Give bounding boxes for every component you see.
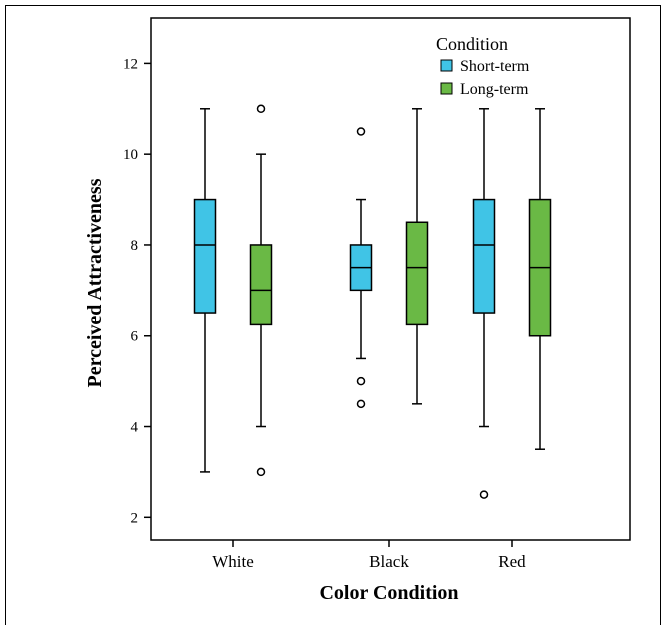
box bbox=[195, 200, 216, 313]
y-tick-label: 6 bbox=[131, 329, 139, 345]
legend: Condition Short-term Long-term bbox=[436, 34, 530, 98]
plot-border bbox=[151, 18, 630, 540]
y-tick-label: 2 bbox=[131, 510, 139, 526]
x-tick-label: Red bbox=[498, 552, 526, 571]
x-tick-label: White bbox=[212, 552, 254, 571]
y-tick-label: 8 bbox=[131, 238, 139, 254]
legend-label-long-term: Long-term bbox=[460, 81, 529, 98]
legend-title: Condition bbox=[436, 34, 508, 54]
box-group bbox=[251, 105, 272, 475]
box-group bbox=[351, 128, 372, 407]
legend-swatch-long-term bbox=[441, 83, 452, 94]
y-tick-label: 4 bbox=[131, 420, 139, 436]
x-tick-label: Black bbox=[369, 552, 409, 571]
outlier-point bbox=[481, 491, 488, 498]
legend-swatch-short-term bbox=[441, 60, 452, 71]
box bbox=[407, 222, 428, 324]
outlier-point bbox=[358, 128, 365, 135]
box-group bbox=[407, 109, 428, 404]
legend-label-short-term: Short-term bbox=[460, 58, 530, 75]
box-group bbox=[530, 109, 551, 449]
y-tick-label: 12 bbox=[123, 56, 138, 72]
box-group bbox=[474, 109, 495, 498]
outlier-point bbox=[358, 378, 365, 385]
outlier-point bbox=[258, 468, 265, 475]
y-tick-label: 10 bbox=[123, 147, 138, 163]
box bbox=[474, 200, 495, 313]
box-group bbox=[195, 109, 216, 472]
y-axis-title: Perceived Attractiveness bbox=[84, 178, 106, 387]
box bbox=[251, 245, 272, 324]
x-axis-title: Color Condition bbox=[319, 582, 458, 604]
outlier-point bbox=[258, 105, 265, 112]
boxes bbox=[195, 105, 551, 498]
outlier-point bbox=[358, 400, 365, 407]
